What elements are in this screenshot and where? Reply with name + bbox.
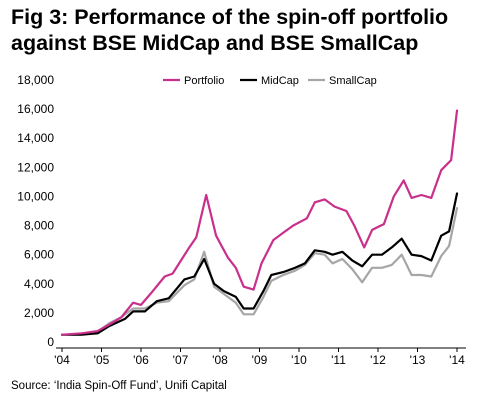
x-tick-label: '08	[212, 353, 228, 367]
x-tick-label: '12	[370, 353, 386, 367]
x-tick-label: '05	[94, 353, 110, 367]
legend-label-midcap: MidCap	[261, 75, 299, 87]
chart-title: Fig 3: Performance of the spin-off portf…	[11, 5, 449, 55]
series-line-portfolio	[60, 109, 459, 336]
y-tick-label: 2,000	[24, 306, 54, 320]
y-tick-label: 0	[47, 335, 54, 349]
x-tick-label: '09	[252, 353, 268, 367]
series-line-smallcap	[60, 207, 459, 336]
y-tick-label: 10,000	[17, 189, 54, 203]
x-tick-label: '10	[291, 353, 307, 367]
source-note: Source: ‘India Spin-Off Fund’, Unifi Cap…	[11, 380, 227, 392]
x-tick-label: '13	[410, 353, 426, 367]
x-tick-label: '14	[449, 353, 465, 367]
y-tick-label: 6,000	[24, 248, 54, 262]
x-tick-label: '11	[331, 353, 346, 367]
y-tick-label: 4,000	[24, 277, 54, 291]
legend-label-portfolio: Portfolio	[184, 75, 224, 87]
x-tick-label: '04	[54, 353, 70, 367]
y-tick-label: 16,000	[17, 102, 54, 116]
y-tick-label: 18,000	[17, 73, 54, 87]
y-tick-label: 12,000	[17, 160, 54, 174]
y-tick-label: 8,000	[24, 219, 54, 233]
legend-label-smallcap: SmallCap	[329, 75, 377, 87]
x-tick-label: '07	[173, 353, 189, 367]
x-tick-label: '06	[133, 353, 149, 367]
series-line-midcap	[60, 192, 459, 336]
y-tick-label: 14,000	[17, 131, 54, 145]
